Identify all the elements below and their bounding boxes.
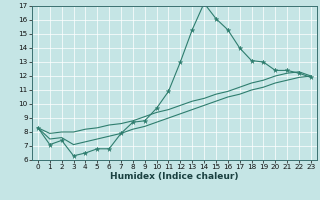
X-axis label: Humidex (Indice chaleur): Humidex (Indice chaleur): [110, 172, 239, 181]
